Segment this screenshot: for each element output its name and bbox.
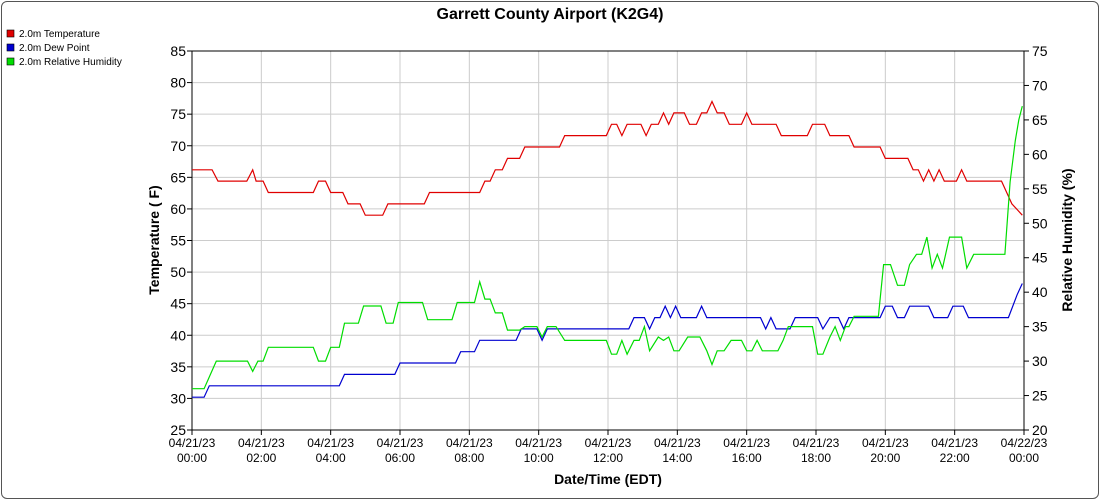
x-tick-date: 04/21/23 [931, 436, 978, 450]
y-tick-label: 25 [170, 422, 186, 438]
series-layer [192, 100, 1023, 398]
x-axis-ticks: 04/21/2300:0004/21/2302:0004/21/2304:000… [169, 430, 1048, 465]
x-tick-time: 16:00 [732, 451, 762, 465]
y-axis-ticks: 25 30 35 40 45 50 55 60 65 70 75 80 85 [170, 43, 192, 438]
y2-tick-label: 60 [1032, 146, 1048, 162]
grid [191, 50, 1025, 431]
x-tick-time: 12:00 [593, 451, 623, 465]
y2-tick-label: 45 [1032, 250, 1048, 266]
y-tick-label: 75 [170, 106, 186, 122]
x-tick-time: 02:00 [246, 451, 276, 465]
x-tick-time: 04:00 [316, 451, 346, 465]
y-tick-label: 85 [170, 43, 186, 59]
y-axis-label: Temperature ( F) [146, 185, 162, 294]
x-tick-date: 04/22/23 [1001, 436, 1048, 450]
x-tick-time: 08:00 [454, 451, 484, 465]
y-tick-label: 70 [170, 138, 186, 154]
x-tick-time: 14:00 [662, 451, 692, 465]
x-axis-label: Date/Time (EDT) [554, 471, 662, 487]
y-tick-label: 65 [170, 169, 186, 185]
y2-tick-label: 70 [1032, 77, 1048, 93]
y2-tick-label: 20 [1032, 422, 1048, 438]
y-tick-label: 35 [170, 359, 186, 375]
x-tick-time: 10:00 [524, 451, 554, 465]
legend-label: 2.0m Temperature [19, 29, 100, 40]
legend-label: 2.0m Dew Point [19, 43, 90, 54]
y2-axis-ticks: 20 25 30 35 40 45 50 55 60 65 70 75 [1024, 43, 1048, 438]
legend: 2.0m Temperature 2.0m Dew Point 2.0m Relat… [6, 29, 122, 68]
y2-axis-label: Relative Humidity (%) [1059, 168, 1075, 311]
y-tick-label: 55 [170, 233, 186, 249]
y2-tick-label: 40 [1032, 284, 1048, 300]
y2-tick-label: 55 [1032, 181, 1048, 197]
y-tick-label: 30 [170, 390, 186, 406]
chart-title: Garrett County Airport (K2G4) [437, 6, 664, 23]
y-tick-label: 80 [170, 75, 186, 91]
x-tick-date: 04/21/23 [446, 436, 493, 450]
x-tick-date: 04/21/23 [238, 436, 285, 450]
x-tick-time: 00:00 [1009, 451, 1039, 465]
x-tick-date: 04/21/23 [307, 436, 354, 450]
x-tick-date: 04/21/23 [723, 436, 770, 450]
x-tick-time: 22:00 [940, 451, 970, 465]
legend-swatch [6, 57, 15, 66]
x-tick-date: 04/21/23 [862, 436, 909, 450]
series-line-3 [192, 105, 1023, 390]
x-tick-time: 20:00 [870, 451, 900, 465]
x-tick-date: 04/21/23 [793, 436, 840, 450]
y2-tick-label: 35 [1032, 319, 1048, 335]
x-tick-time: 18:00 [801, 451, 831, 465]
y2-tick-label: 75 [1032, 43, 1048, 59]
x-tick-time: 00:00 [177, 451, 207, 465]
y2-tick-label: 50 [1032, 215, 1048, 231]
x-tick-date: 04/21/23 [654, 436, 701, 450]
y-tick-label: 60 [170, 201, 186, 217]
series-line-1 [192, 100, 1023, 216]
y2-tick-label: 65 [1032, 112, 1048, 128]
legend-swatch [6, 43, 15, 52]
x-tick-date: 04/21/23 [169, 436, 216, 450]
y2-tick-label: 25 [1032, 388, 1048, 404]
y-tick-label: 45 [170, 296, 186, 312]
y-tick-label: 40 [170, 327, 186, 343]
x-tick-time: 06:00 [385, 451, 415, 465]
y-tick-label: 50 [170, 264, 186, 280]
x-tick-date: 04/21/23 [515, 436, 562, 450]
x-tick-date: 04/21/23 [585, 436, 632, 450]
series-line-2 [192, 283, 1023, 398]
legend-swatch [6, 29, 15, 38]
legend-label: 2.0m Relative Humidity [19, 57, 122, 68]
x-tick-date: 04/21/23 [377, 436, 424, 450]
y2-tick-label: 30 [1032, 353, 1048, 369]
